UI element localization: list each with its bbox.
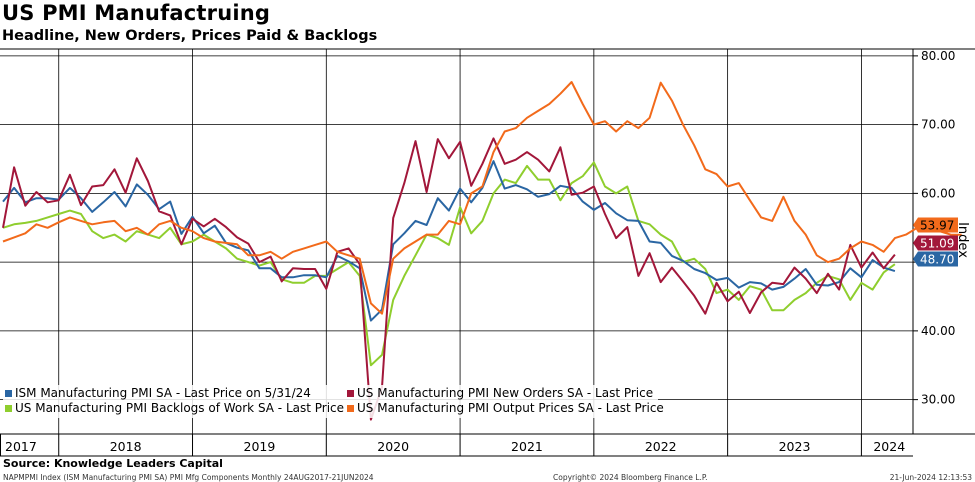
legend: ISM Manufacturing PMI SA - Last Price on… xyxy=(3,385,664,418)
y-tick-label: 70.00 xyxy=(921,118,955,132)
series-lines xyxy=(2,81,962,421)
y-axis-label: Index xyxy=(955,222,970,258)
gridlines xyxy=(0,49,913,434)
last-value-badge-prices xyxy=(913,217,958,233)
legend-swatch-headline xyxy=(5,390,12,397)
x-tick-label: 2022 xyxy=(645,439,677,454)
legend-background xyxy=(3,385,658,418)
series-line-backlogs xyxy=(2,161,896,367)
x-tick-label: 2018 xyxy=(110,439,142,454)
last-value-badge-new_orders xyxy=(913,235,958,251)
last-value-badges: 53.97 51.09 48.70 xyxy=(913,217,958,267)
series-line-prices xyxy=(2,81,962,315)
series-line-headline xyxy=(2,160,896,322)
footer-timestamp: 21-Jun-2024 12:13:53 xyxy=(889,473,972,482)
x-axis: 2017 2018 2019 2020 2021 2022 2023 2024 xyxy=(5,434,905,456)
legend-label-new_orders: US Manufacturing PMI New Orders SA - Las… xyxy=(357,386,653,400)
x-tick-label: 2017 xyxy=(5,439,37,454)
legend-label-headline: ISM Manufacturing PMI SA - Last Price on… xyxy=(15,386,311,400)
y-tick-label: 30.00 xyxy=(921,393,955,407)
chart-title: US PMI Manufactruing xyxy=(2,1,271,25)
series-line-new_orders xyxy=(2,137,896,421)
chart-subtitle: Headline, New Orders, Prices Paid & Back… xyxy=(2,28,378,44)
legend-swatch-prices xyxy=(347,405,354,412)
last-value-label-headline: 48.70 xyxy=(920,253,954,267)
footer-copyright: Copyright© 2024 Bloomberg Finance L.P. xyxy=(553,473,708,482)
y-tick-label: 60.00 xyxy=(921,186,955,200)
legend-label-backlogs: US Manufacturing PMI Backlogs of Work SA… xyxy=(15,401,344,415)
last-value-badge-headline xyxy=(913,251,958,267)
plot-frame xyxy=(0,48,975,457)
x-tick-label: 2024 xyxy=(873,439,905,454)
footer-index-info: NAPMPMI Index (ISM Manufacturing PMI SA)… xyxy=(3,473,374,482)
x-tick-label: 2021 xyxy=(511,439,543,454)
legend-label-prices: US Manufacturing PMI Output Prices SA - … xyxy=(357,401,664,415)
source-note: Source: Knowledge Leaders Capital xyxy=(3,457,223,470)
last-value-label-new_orders: 51.09 xyxy=(920,237,954,251)
x-tick-label: 2023 xyxy=(779,439,811,454)
last-value-label-prices: 53.97 xyxy=(920,219,954,233)
legend-swatch-new_orders xyxy=(347,390,354,397)
x-tick-label: 2020 xyxy=(377,439,409,454)
x-tick-label: 2019 xyxy=(244,439,276,454)
legend-swatch-backlogs xyxy=(5,405,12,412)
y-tick-label: 80.00 xyxy=(921,49,955,63)
y-tick-label: 40.00 xyxy=(921,324,955,338)
